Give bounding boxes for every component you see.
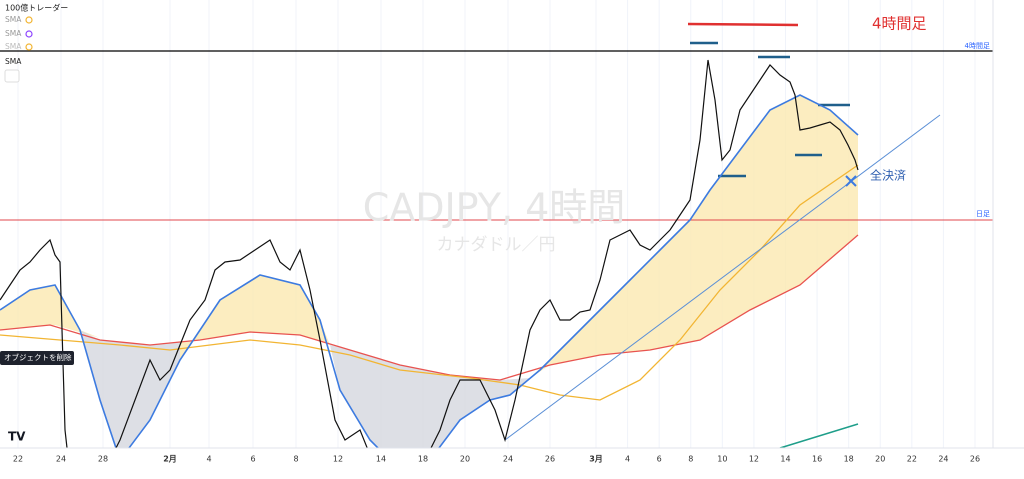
logo: TV	[8, 430, 26, 444]
time-label: 22	[907, 455, 917, 464]
time-label: 16	[812, 455, 822, 464]
time-axis-labels: 22 24 28 2月 4 6 8 12 14 18 20 24 26 3月 4 6 8 10 12 14 16 18 20…	[13, 455, 980, 464]
time-label: 28	[98, 455, 108, 464]
legend-eye	[25, 43, 33, 51]
time-label: 18	[844, 455, 854, 464]
legend: SMA SMA SMA SMA	[5, 15, 33, 66]
legend-title: 100億トレーダー	[5, 3, 68, 13]
time-label: 20	[875, 455, 885, 464]
time-label: 20	[460, 455, 470, 464]
legend-item: SMA	[5, 42, 22, 51]
ma-fill-up	[180, 275, 330, 360]
resistance-line	[687, 22, 799, 27]
marker-lines	[690, 41, 850, 178]
time-label: 2月	[163, 455, 177, 464]
ma-fill-up	[0, 285, 100, 338]
level-label: 4時間足	[965, 42, 990, 50]
time-label: 4	[206, 455, 211, 464]
close-mark	[845, 175, 857, 187]
time-label: 8	[293, 455, 298, 464]
time-axis	[0, 448, 1024, 475]
tooltip-text: オブジェクトを削除	[4, 352, 72, 362]
ma-fill-up	[530, 95, 858, 378]
time-label: 6	[250, 455, 255, 464]
ma-fill-down	[80, 330, 180, 460]
time-label: 26	[970, 455, 980, 464]
time-label: 24	[56, 455, 66, 464]
time-label: 18	[418, 455, 428, 464]
time-label: 12	[749, 455, 759, 464]
watermark-symbol: CADJPY, 4時間	[363, 186, 626, 230]
time-label: 24	[938, 455, 948, 464]
time-label: 3月	[589, 455, 603, 464]
time-label: 6	[657, 455, 662, 464]
time-label: 26	[545, 455, 555, 464]
watermark-desc: カナダドル／円	[437, 235, 556, 255]
time-label: 12	[333, 455, 343, 464]
timeframe-note: 4時間足	[872, 15, 927, 33]
tooltip-box	[0, 351, 74, 365]
legend-item: SMA	[5, 57, 22, 66]
ma-fill-down	[330, 345, 530, 470]
time-label: 8	[688, 455, 693, 464]
time-label: 14	[780, 455, 790, 464]
ma-teal	[779, 423, 859, 449]
time-label: 22	[13, 455, 23, 464]
legend-eye	[25, 30, 33, 38]
time-label: 10	[717, 455, 727, 464]
trend-line	[504, 114, 941, 441]
ma-orange	[0, 164, 859, 401]
level-label: 日足	[976, 210, 990, 218]
time-label: 14	[376, 455, 386, 464]
time-label: 24	[503, 455, 513, 464]
legend-item: SMA	[5, 29, 22, 38]
collapse-button[interactable]	[4, 69, 20, 83]
legend-item: SMA	[5, 15, 22, 24]
legend-eye	[25, 16, 33, 24]
price-line	[0, 59, 859, 476]
ma-red	[0, 234, 859, 381]
time-label: 4	[625, 455, 630, 464]
close-note: 全決済	[870, 168, 906, 183]
